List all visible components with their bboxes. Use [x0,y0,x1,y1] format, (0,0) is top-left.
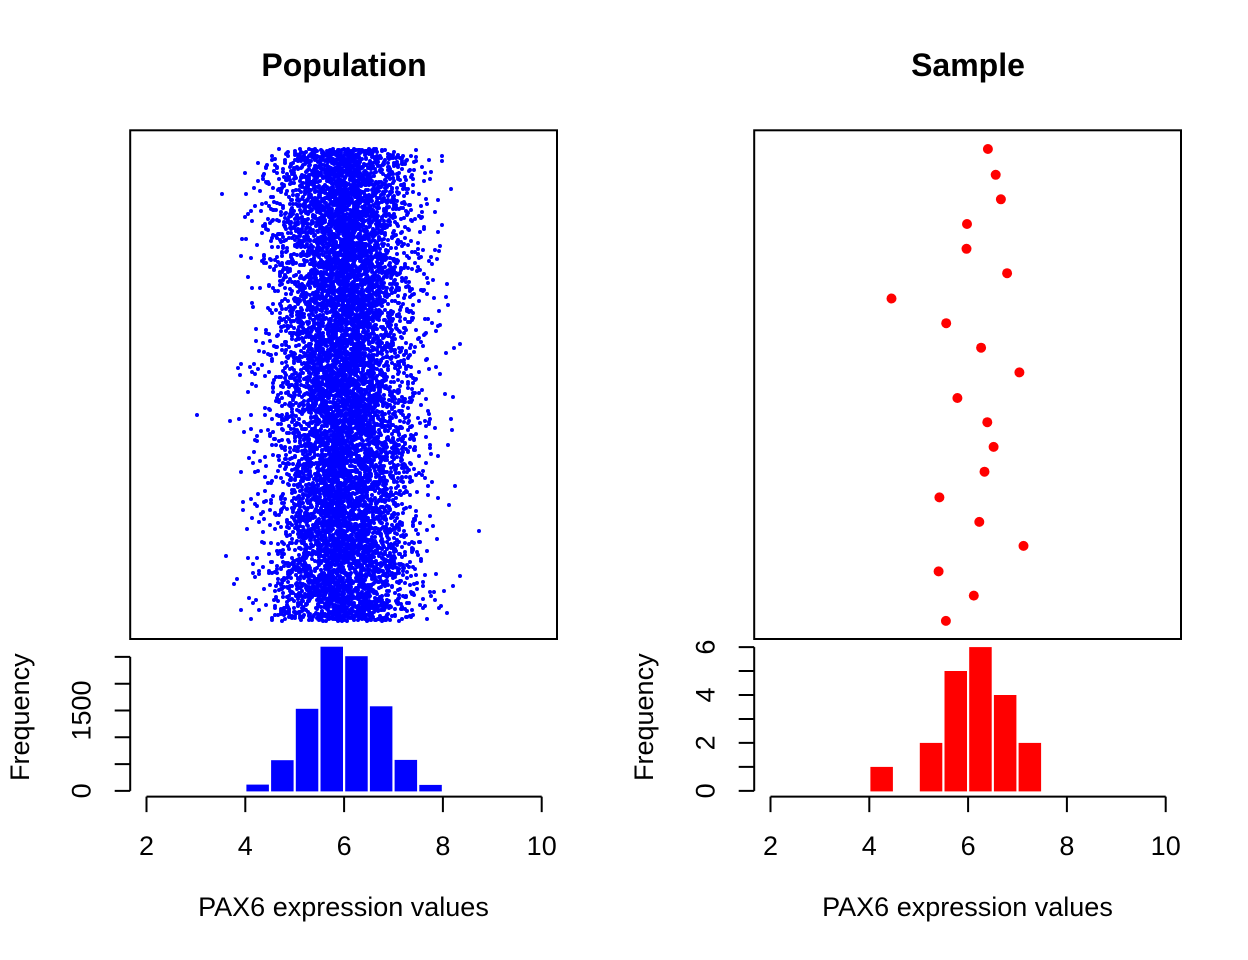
svg-text:2: 2 [691,735,721,750]
svg-text:10: 10 [1151,831,1181,861]
svg-text:Frequency: Frequency [629,653,659,781]
svg-text:6: 6 [691,640,721,655]
svg-text:8: 8 [435,831,450,861]
svg-text:8: 8 [1059,831,1074,861]
svg-text:4: 4 [691,687,721,702]
svg-text:1500: 1500 [67,680,97,740]
svg-text:6: 6 [961,831,976,861]
svg-text:Population: Population [261,47,426,83]
svg-text:0: 0 [691,783,721,798]
svg-text:Sample: Sample [911,47,1025,83]
svg-text:2: 2 [139,831,154,861]
svg-text:4: 4 [238,831,253,861]
svg-text:PAX6 expression values: PAX6 expression values [822,892,1113,922]
svg-text:6: 6 [337,831,352,861]
svg-text:Frequency: Frequency [5,653,35,781]
svg-text:2: 2 [763,831,778,861]
svg-text:10: 10 [527,831,557,861]
svg-text:PAX6 expression values: PAX6 expression values [198,892,489,922]
svg-text:4: 4 [862,831,877,861]
svg-text:0: 0 [67,783,97,798]
